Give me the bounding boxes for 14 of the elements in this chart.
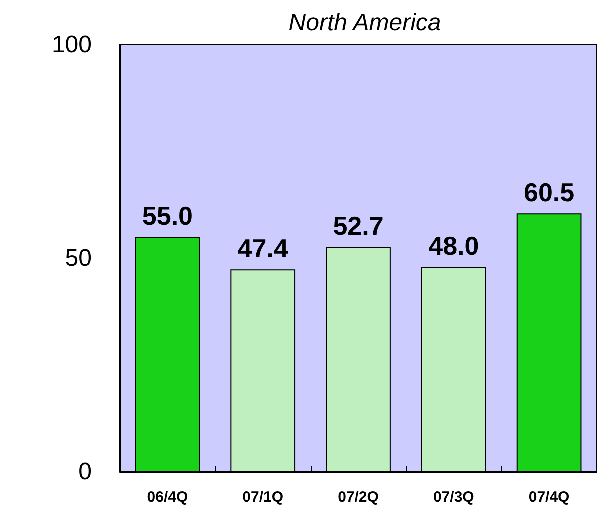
x-tick-label: 07/4Q	[528, 489, 570, 506]
x-tick-label: 06/4Q	[147, 489, 188, 506]
x-tick-label: 07/2Q	[338, 489, 380, 506]
data-label: 55.0	[142, 201, 194, 232]
y-tick-label: 100	[52, 32, 92, 58]
data-label: 52.7	[333, 210, 384, 241]
x-tick-label: 07/1Q	[242, 489, 284, 506]
data-label: 60.5	[524, 178, 575, 208]
chart-title: North America	[288, 10, 442, 36]
data-label: 47.4	[238, 234, 289, 264]
y-tick-label: 0	[78, 458, 92, 486]
y-tick-label: 50	[65, 245, 92, 272]
data-label: 48.0	[428, 231, 480, 262]
x-tick-label: 07/3Q	[433, 489, 475, 506]
